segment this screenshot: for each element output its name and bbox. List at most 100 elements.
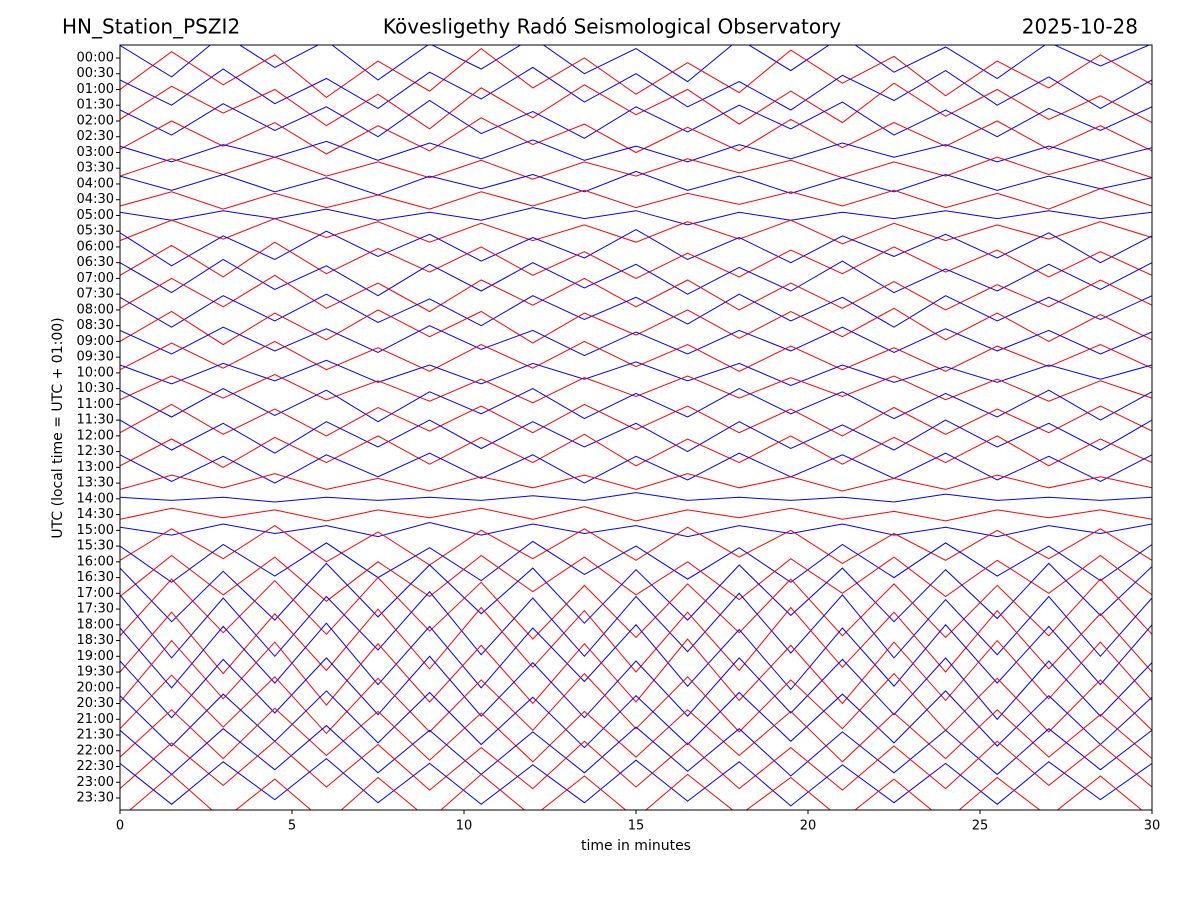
y-tick-label: 00:00 — [77, 51, 114, 66]
y-tick-label: 01:30 — [77, 98, 114, 113]
y-tick-label: 21:00 — [77, 712, 114, 727]
y-tick-label: 10:30 — [77, 381, 114, 396]
x-axis-label: time in minutes — [581, 838, 691, 854]
y-tick-label: 18:00 — [77, 617, 114, 632]
trace — [120, 452, 1152, 484]
x-tick-label: 25 — [972, 819, 989, 834]
y-tick-label: 09:30 — [77, 350, 114, 365]
trace — [120, 433, 1152, 468]
trace — [120, 47, 1152, 99]
y-tick-label: 14:00 — [77, 491, 114, 506]
trace — [120, 258, 1152, 297]
date-label: 2025-10-28 — [1022, 15, 1138, 39]
trace — [120, 707, 1152, 763]
y-tick-label: 17:30 — [77, 602, 114, 617]
trace — [120, 724, 1152, 777]
y-tick-label: 05:30 — [77, 224, 114, 239]
y-tick-label: 03:30 — [77, 161, 114, 176]
trace — [120, 325, 1152, 357]
x-tick-label: 0 — [116, 819, 124, 834]
y-tick-label: 16:00 — [77, 554, 114, 569]
trace — [120, 757, 1152, 807]
y-tick-label: 09:00 — [77, 334, 114, 349]
trace — [120, 638, 1152, 706]
y-tick-label: 13:00 — [77, 460, 114, 475]
trace — [120, 540, 1152, 583]
trace — [120, 590, 1152, 659]
y-tick-label: 00:30 — [77, 66, 114, 81]
x-tick-label: 10 — [456, 819, 473, 834]
y-tick-label: 08:00 — [77, 302, 114, 317]
trace — [120, 403, 1152, 437]
y-tick-label: 23:00 — [77, 775, 114, 790]
trace — [120, 340, 1152, 372]
trace — [120, 99, 1152, 139]
station-label: HN_Station_PSZI2 — [62, 15, 240, 39]
y-tick-label: 11:00 — [77, 397, 114, 412]
trace — [120, 274, 1152, 313]
trace — [120, 117, 1152, 155]
trace — [120, 359, 1152, 387]
x-tick-label: 30 — [1144, 819, 1161, 834]
y-tick-label: 21:30 — [77, 728, 114, 743]
y-tick-label: 22:00 — [77, 743, 114, 758]
y-tick-label: 16:30 — [77, 570, 114, 585]
y-tick-label: 22:30 — [77, 759, 114, 774]
y-tick-label: 15:00 — [77, 523, 114, 538]
y-tick-label: 12:00 — [77, 428, 114, 443]
trace — [120, 241, 1152, 279]
trace — [120, 655, 1152, 721]
trace — [120, 207, 1152, 226]
y-tick-label: 17:00 — [77, 586, 114, 601]
y-tick-label: 19:30 — [77, 665, 114, 680]
y-tick-label: 01:00 — [77, 82, 114, 97]
chart-title: Kövesligethy Radó Seismological Observat… — [383, 15, 841, 39]
y-tick-label: 20:00 — [77, 680, 114, 695]
y-axis-label: UTC (local time = UTC + 01:00) — [50, 317, 66, 538]
trace — [120, 554, 1152, 602]
y-tick-label: 07:30 — [77, 287, 114, 302]
trace — [120, 388, 1152, 423]
y-tick-label: 18:30 — [77, 633, 114, 648]
trace — [120, 156, 1152, 180]
y-tick-label: 14:30 — [77, 507, 114, 522]
y-tick-label: 15:30 — [77, 539, 114, 554]
trace — [120, 576, 1152, 640]
trace — [129, 773, 1143, 810]
trace — [120, 188, 1152, 210]
trace — [120, 419, 1152, 454]
y-tick-label: 02:00 — [77, 113, 114, 128]
y-tick-label: 04:00 — [77, 176, 114, 191]
y-tick-label: 05:00 — [77, 208, 114, 223]
y-tick-label: 07:00 — [77, 271, 114, 286]
y-tick-label: 02:30 — [77, 129, 114, 144]
x-tick-label: 15 — [628, 819, 645, 834]
y-tick-label: 06:30 — [77, 255, 114, 270]
trace — [120, 740, 1152, 791]
trace — [120, 492, 1152, 503]
y-tick-label: 06:00 — [77, 239, 114, 254]
trace — [120, 672, 1152, 735]
y-tick-label: 19:00 — [77, 649, 114, 664]
trace — [120, 307, 1152, 346]
trace — [120, 218, 1152, 245]
y-tick-label: 23:30 — [77, 791, 114, 806]
trace — [120, 293, 1152, 328]
y-tick-label: 10:00 — [77, 365, 114, 380]
trace — [120, 66, 1152, 111]
trace — [120, 521, 1152, 538]
y-tick-label: 20:30 — [77, 696, 114, 711]
y-tick-label: 08:30 — [77, 318, 114, 333]
trace — [120, 229, 1152, 267]
x-tick-label: 5 — [288, 819, 296, 834]
trace — [120, 82, 1152, 130]
y-tick-label: 12:30 — [77, 444, 114, 459]
trace — [120, 170, 1152, 196]
traces — [120, 45, 1152, 810]
y-tick-label: 11:30 — [77, 413, 114, 428]
x-tick-label: 20 — [800, 819, 817, 834]
y-tick-label: 13:30 — [77, 476, 114, 491]
trace — [120, 373, 1152, 404]
